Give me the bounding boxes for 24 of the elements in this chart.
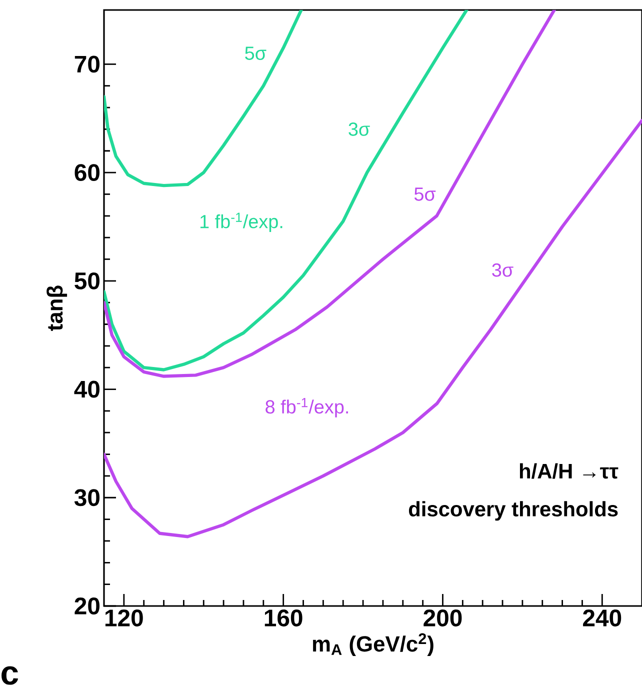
y-axis-title: tanβ — [46, 286, 68, 331]
y-tick-label: 60 — [74, 164, 100, 182]
text: discovery thresholds — [408, 501, 618, 521]
x-tick-label: 160 — [264, 610, 302, 626]
line-series — [104, 10, 556, 378]
line-series — [104, 10, 303, 188]
x-tick-label: 200 — [424, 610, 462, 626]
x-axis-title: m$_{A}$ (GeV/c$^{2}$) — [312, 633, 434, 656]
annotation: 5σ — [414, 188, 436, 201]
annotation: 1 fb$^{-1}$/exp. — [200, 212, 282, 232]
annotation: 3σ — [492, 263, 514, 277]
annotation: 3σ — [348, 122, 370, 136]
y-tick-label: 40 — [74, 380, 100, 398]
x-tick-label: 120 — [105, 610, 143, 626]
annotation: 5σ — [245, 46, 266, 60]
text: c — [2, 666, 18, 685]
annotation: 8 fb$^{-1}$/exp. — [266, 398, 348, 418]
text: h/A/H →ττ — [520, 463, 618, 479]
y-tick-label: 70 — [74, 56, 100, 73]
y-tick-label: 50 — [74, 272, 100, 290]
line-series — [104, 118, 642, 538]
y-tick-label: 20 — [74, 598, 100, 614]
y-tick-label: 30 — [74, 489, 100, 506]
x-tick-label: 240 — [583, 610, 622, 626]
